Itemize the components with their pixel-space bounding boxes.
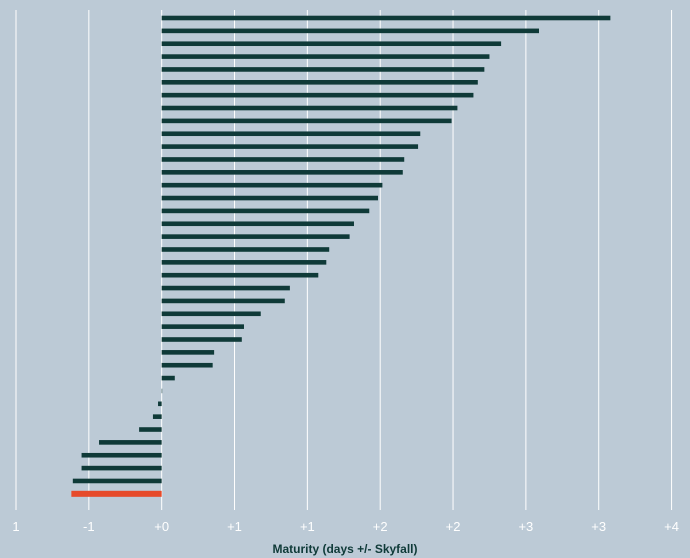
bar-0 [161, 15, 611, 21]
bar-12 [161, 170, 403, 175]
bar-19 [161, 260, 327, 265]
gridlines [15, 10, 673, 510]
bar-25 [161, 337, 242, 342]
bar-4 [161, 67, 485, 72]
bar-3 [161, 54, 490, 59]
bar-13 [161, 182, 383, 188]
x-tick-label-1: -1 [83, 519, 95, 534]
bar-10 [161, 144, 419, 149]
x-tick-label-0: 1 [12, 519, 19, 534]
bar-35 [81, 465, 162, 471]
bars [71, 15, 611, 497]
bar-28 [161, 375, 175, 381]
bar-31 [152, 414, 162, 419]
x-tick-label-6: +2 [446, 519, 461, 534]
bar-8 [161, 118, 452, 124]
bar-29 [161, 388, 163, 394]
x-tick-label-3: +1 [227, 519, 242, 534]
bar-14 [161, 195, 379, 201]
bar-2 [161, 41, 502, 47]
bar-9 [161, 131, 421, 137]
x-tick-label-8: +3 [591, 519, 606, 534]
bar-21 [161, 285, 290, 291]
x-tick-label-7: +3 [518, 519, 533, 534]
x-axis-title: Maturity (days +/- Skyfall) [272, 542, 417, 556]
bar-22 [161, 298, 285, 304]
bar-24 [161, 324, 244, 329]
bar-32 [139, 427, 162, 432]
x-tick-labels: 1 -1 +0 +1 +1 +2 +2 +3 +3 +4 [12, 519, 679, 534]
bar-15 [161, 208, 370, 214]
x-tick-label-5: +2 [373, 519, 388, 534]
bar-11 [161, 157, 405, 162]
bar-6 [161, 92, 474, 98]
x-tick-label-2: +0 [154, 519, 169, 534]
bar-17 [161, 234, 350, 239]
bar-33 [99, 440, 162, 445]
bar-30 [158, 401, 162, 407]
bar-5 [161, 80, 478, 85]
bar-26 [161, 350, 215, 355]
bar-7 [161, 105, 458, 111]
bar-highlight [71, 490, 162, 497]
x-tick-label-9: +4 [664, 519, 679, 534]
bar-16 [161, 221, 354, 227]
bar-20 [161, 272, 319, 278]
bar-23 [161, 311, 261, 317]
x-tick-label-4: +1 [300, 519, 315, 534]
bar-36 [72, 478, 162, 484]
bar-18 [161, 247, 330, 252]
bar-34 [81, 452, 162, 458]
bar-27 [161, 362, 213, 368]
bar-1 [161, 28, 539, 34]
